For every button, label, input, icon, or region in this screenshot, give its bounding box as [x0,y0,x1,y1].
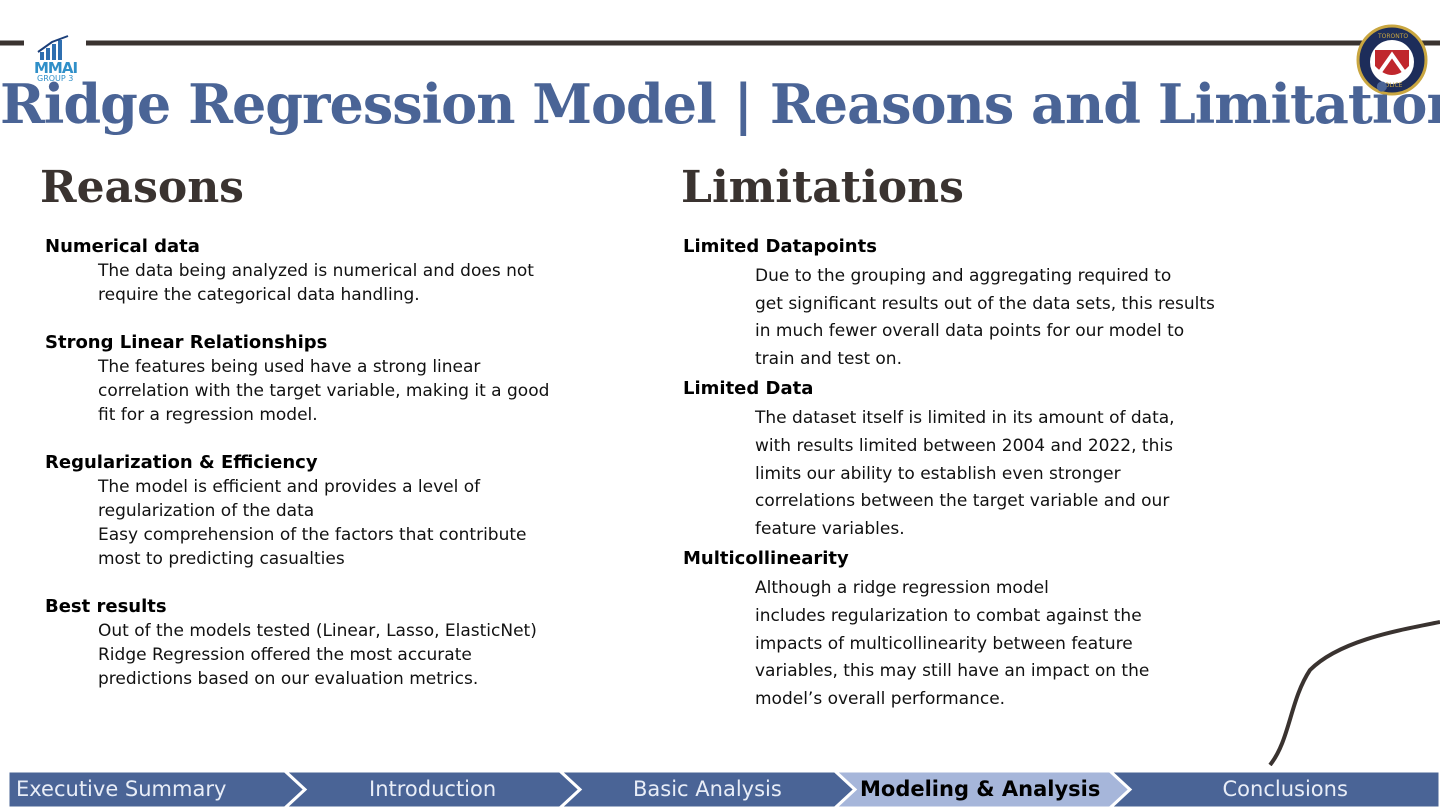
column-heading: Reasons [40,162,244,213]
body-line: regularization of the data [98,501,315,521]
nav-label[interactable]: Executive Summary [16,777,227,801]
body-line: in much fewer overall data points for ou… [755,321,1185,342]
badge-top: TORONTO [1378,33,1409,40]
section-body: Although a ridge regression model include… [683,575,1215,713]
section-body: Out of the models tested (Linear, Lasso,… [45,619,549,691]
body-line: Out of the models tested (Linear, Lasso,… [98,621,537,641]
logo-icon [37,35,69,60]
body-line: The dataset itself is limited in its amo… [755,408,1175,429]
section: Strong Linear Relationships The features … [45,331,549,427]
logo-title: MMAI [34,59,78,77]
body-line: Although a ridge regression model [755,578,1049,599]
section: Best results Out of the models tested (Li… [45,595,549,691]
nav-label[interactable]: Basic Analysis [633,777,782,801]
section-body: Due to the grouping and aggregating requ… [683,263,1215,373]
section-heading: Multicollinearity [683,548,849,570]
body-line: variables, this may still have an impact… [755,661,1150,682]
section-body: The model is efficient and provides a le… [45,475,549,571]
section-heading: Best results [45,596,167,617]
body-line: correlations between the target variable… [755,491,1170,512]
section-body: The data being analyzed is numerical and… [45,259,549,307]
nav-label[interactable]: Introduction [369,777,497,801]
body-line: The data being analyzed is numerical and… [98,261,534,281]
body-line: model’s overall performance. [755,688,1006,709]
section-heading: Limited Data [683,378,814,400]
body-line: The model is efficient and provides a le… [98,477,481,497]
body-line: The features being used have a strong li… [98,357,481,377]
body-line: Due to the grouping and aggregating requ… [755,266,1172,286]
body-line: feature variables. [755,518,905,539]
section: Limited Datapoints Due to the grouping an… [683,235,1215,373]
section: Regularization & Efficiency The model is … [45,451,549,571]
body-line: require the categorical data handling. [98,285,420,305]
nav-label[interactable]: Modeling & Analysis [860,777,1101,801]
body-line: with results limited between 2004 and 20… [755,435,1173,456]
body-line: impacts of multicollinearity between fea… [755,633,1133,654]
logo-subtitle: GROUP 3 [37,74,74,83]
slide-title: Ridge Regression Model | Reasons and Lim… [0,72,1440,136]
section-heading: Regularization & Efficiency [45,452,318,473]
section-heading: Strong Linear Relationships [45,332,328,353]
section-body: The dataset itself is limited in its amo… [683,405,1215,543]
limitations-list: Limited Datapoints Due to the grouping an… [683,235,1215,717]
section-heading: Limited Datapoints [683,236,877,257]
nav-bar [6,769,1440,810]
section: Numerical data The data being analyzed is… [45,235,549,307]
body-line: get significant results out of the data … [755,293,1215,314]
column-heading: Limitations [681,162,964,213]
body-line: predictions based on our evaluation metr… [98,669,479,689]
body-line: correlation with the target variable, ma… [98,381,550,401]
body-line: Ridge Regression offered the most accura… [98,645,472,665]
section-body: The features being used have a strong li… [45,355,549,427]
body-line: includes regularization to combat agains… [755,605,1142,626]
section-heading: Numerical data [45,236,200,257]
corner-curve [1268,620,1440,767]
body-line: fit for a regression model. [98,405,318,425]
body-line: Easy comprehension of the factors that c… [98,525,527,545]
body-line: most to predicting casualties [98,549,345,569]
body-line: limits our ability to establish even str… [755,463,1121,484]
reasons-list: Numerical data The data being analyzed is… [45,235,549,715]
nav-label[interactable]: Conclusions [1222,777,1348,801]
body-line: train and test on. [755,348,902,369]
nav-tab[interactable] [1106,769,1440,810]
badge-bottom: POLICE [1381,82,1403,89]
section: Limited Data The dataset itself is limite… [683,377,1215,543]
police-badge [1356,24,1428,96]
section: Multicollinearity Although a ridge regres… [683,547,1215,713]
